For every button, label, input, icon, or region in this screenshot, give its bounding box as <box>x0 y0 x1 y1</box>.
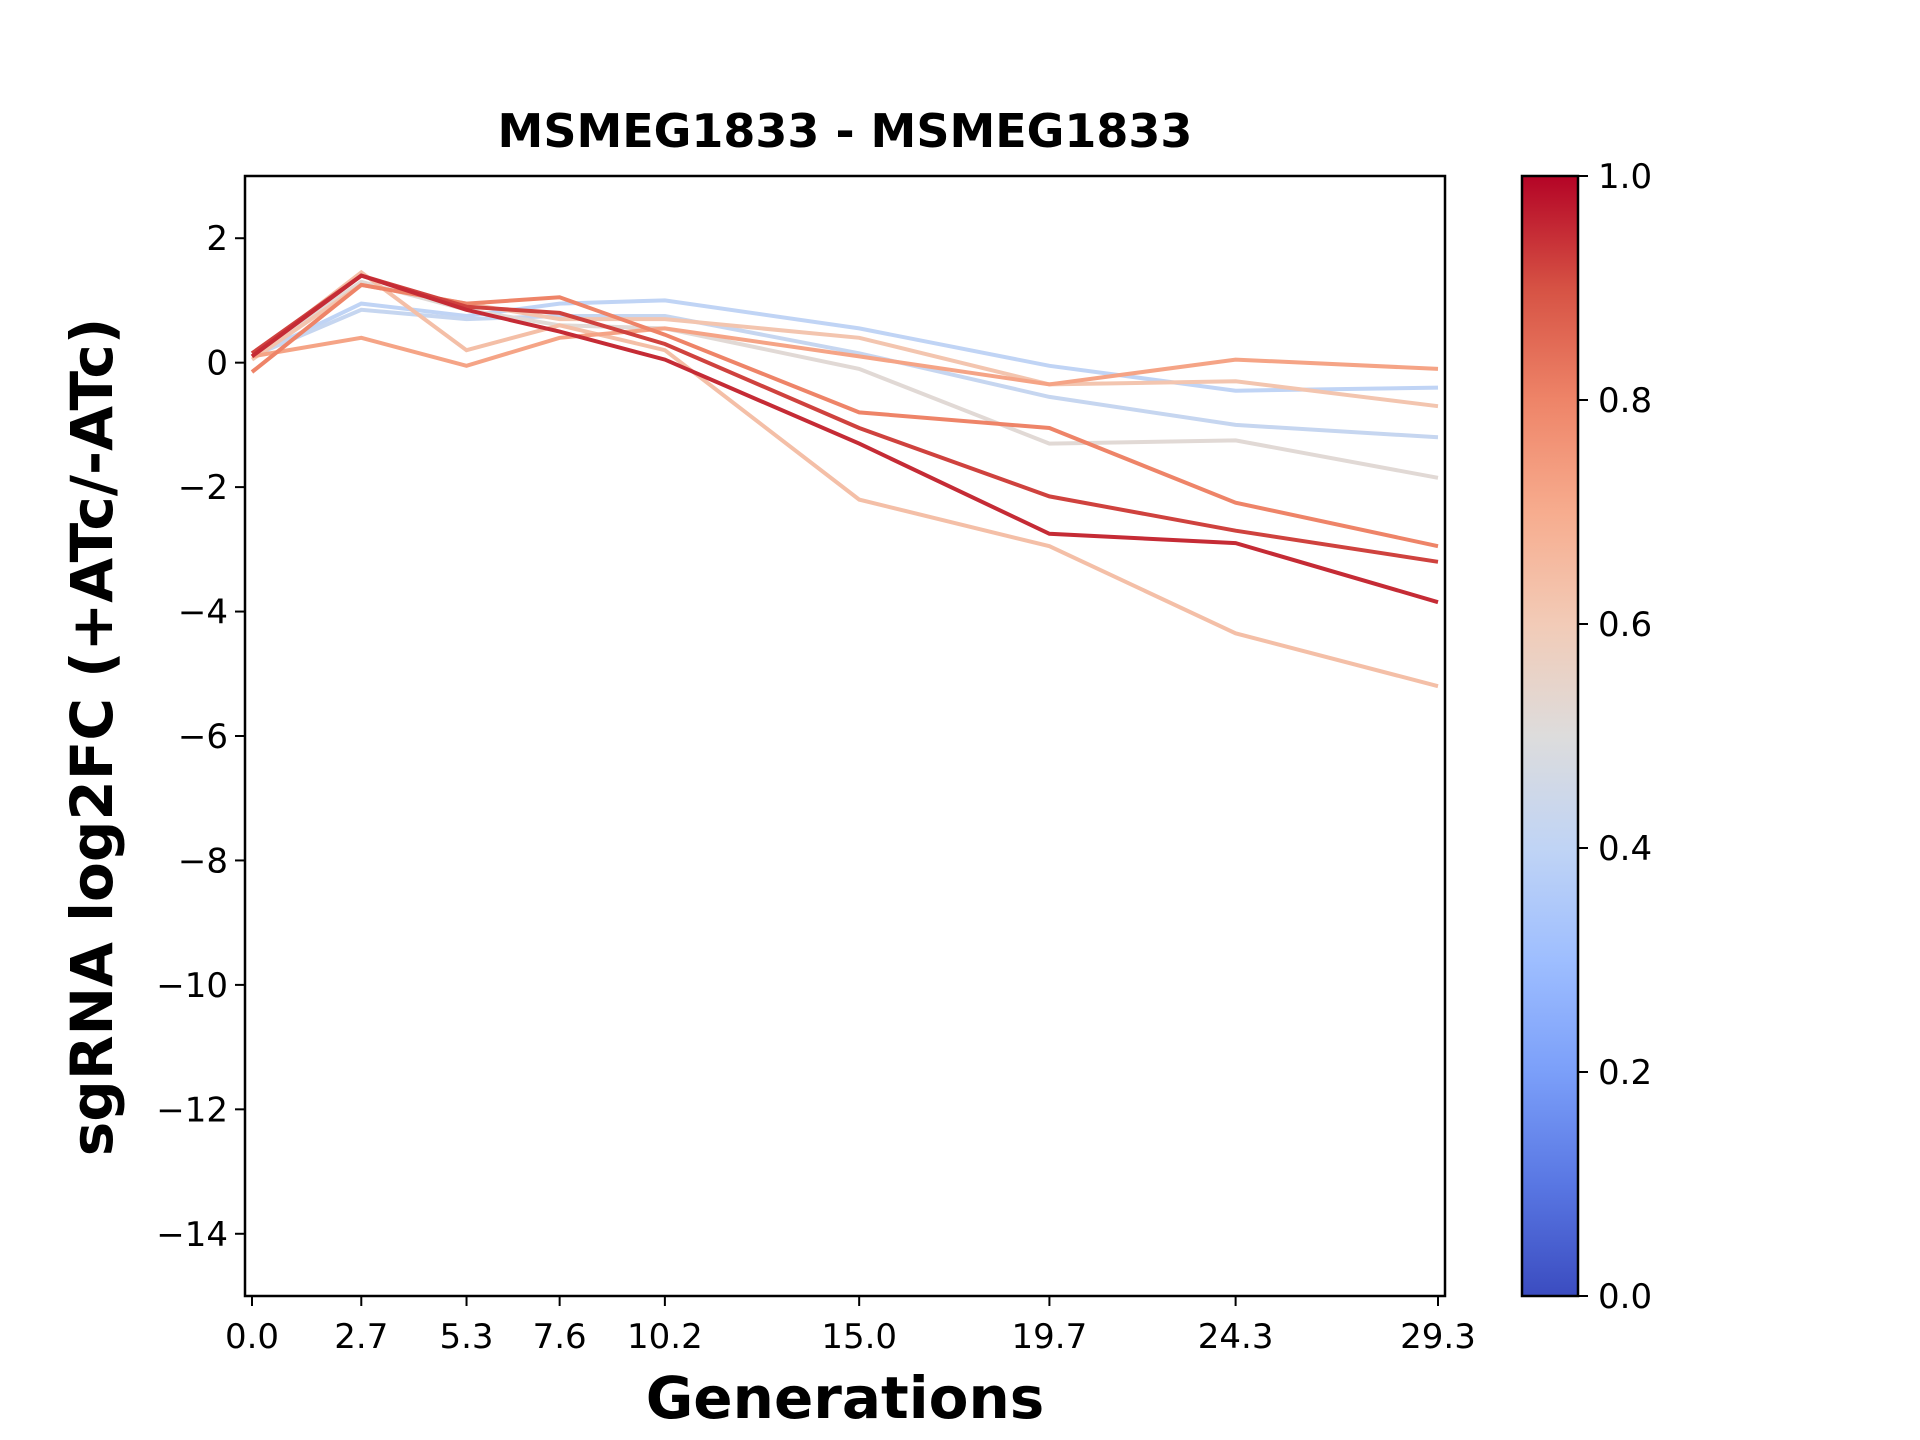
x-tick-label: 10.2 <box>627 1317 703 1357</box>
x-tick-label: 15.0 <box>821 1317 897 1357</box>
series-line-6 <box>251 326 1439 387</box>
x-tick-label: 2.7 <box>334 1317 388 1357</box>
series-line-7 <box>250 282 1439 549</box>
x-axis-label: Generations <box>646 1364 1045 1432</box>
colorbar-tick-label: 0.8 <box>1598 381 1652 421</box>
chart-title: MSMEG1833 - MSMEG1833 <box>498 104 1193 158</box>
colorbar-tick-label: 0.6 <box>1598 605 1652 645</box>
colorbar-tick-label: 0.4 <box>1598 829 1652 869</box>
y-tick-label: −6 <box>178 717 228 757</box>
y-tick-label: −12 <box>156 1090 228 1130</box>
x-tick-label: 19.7 <box>1012 1317 1088 1357</box>
y-tick-label: −2 <box>178 468 228 508</box>
series-line-9 <box>250 273 1439 605</box>
y-tick-label: 0 <box>206 344 228 384</box>
y-tick-label: −8 <box>178 841 228 881</box>
plot-frame <box>243 174 1447 1298</box>
series-line-8 <box>250 273 1439 564</box>
series-layer <box>250 269 1439 689</box>
x-tick-label: 5.3 <box>439 1317 493 1357</box>
x-axis: 0.0 2.7 5.3 7.6 10.2 15.0 19.7 24.3 29.3 <box>225 1296 1476 1357</box>
colorbar-tick-label: 0.0 <box>1598 1277 1652 1317</box>
series-line-2 <box>251 307 1439 440</box>
y-tick-label: 2 <box>206 219 228 259</box>
x-tick-label: 0.0 <box>225 1317 279 1357</box>
colorbar-axis: 0.0 0.2 0.4 0.6 0.8 1.0 <box>1578 157 1652 1317</box>
x-tick-label: 7.6 <box>533 1317 587 1357</box>
x-tick-label: 24.3 <box>1198 1317 1274 1357</box>
y-axis: 2 0 −2 −4 −6 −8 −10 −12 −14 <box>156 219 245 1255</box>
colorbar <box>1520 174 1580 1298</box>
y-axis-label: sgRNA log2FC (+ATc/-ATc) <box>58 318 126 1156</box>
colorbar-tick-label: 1.0 <box>1598 157 1652 197</box>
series-line-5 <box>250 269 1439 689</box>
y-tick-label: −4 <box>178 593 228 633</box>
colorbar-tick-label: 0.2 <box>1598 1053 1652 1093</box>
series-line-4 <box>250 282 1439 409</box>
y-tick-label: −10 <box>156 966 228 1006</box>
y-tick-label: −14 <box>156 1215 228 1255</box>
x-tick-label: 29.3 <box>1400 1317 1476 1357</box>
